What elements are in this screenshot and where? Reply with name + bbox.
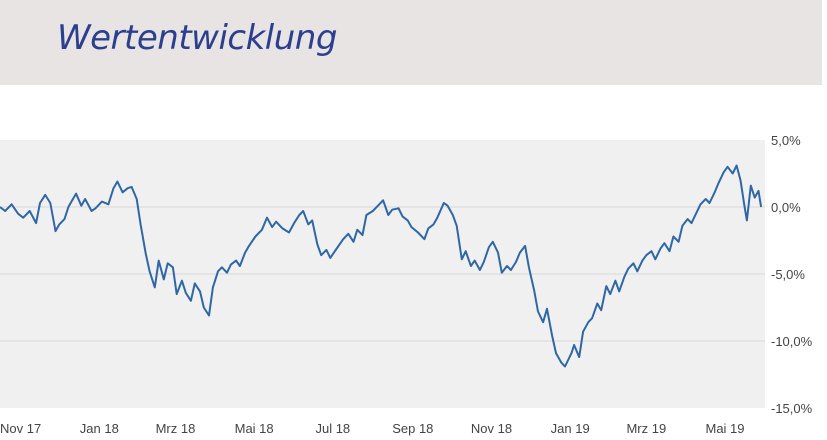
x-tick-label: Sep 18 (392, 421, 433, 436)
x-tick-label: Jan 18 (80, 421, 119, 436)
x-axis-ticks: Nov 17 Jan 18 Mrz 18 Mai 18 Jul 18 Sep 18 Nov … (0, 421, 744, 436)
y-tick-label: 5,0% (771, 133, 801, 148)
series-line (0, 164, 763, 368)
x-tick-label: Mai 19 (705, 421, 744, 436)
x-tick-label: Jul 18 (315, 421, 350, 436)
y-tick-label: -10,0% (771, 334, 813, 349)
y-tick-label: -5,0% (771, 267, 805, 282)
x-tick-label: Mrz 18 (156, 421, 196, 436)
x-tick-label: Mrz 19 (626, 421, 666, 436)
gridlines (0, 206, 765, 342)
page-title: Wertentwicklung (57, 18, 337, 58)
y-tick-label: -15,0% (771, 401, 813, 416)
y-axis-ticks: 5,0% 0,0% -5,0% -10,0% -15,0% (771, 133, 813, 416)
y-tick-label: 0,0% (771, 200, 801, 215)
header-banner: Wertentwicklung (0, 0, 822, 85)
x-tick-label: Mai 18 (235, 421, 274, 436)
x-tick-label: Jan 19 (551, 421, 590, 436)
x-tick-label: Nov 18 (471, 421, 512, 436)
x-tick-label: Nov 17 (0, 421, 41, 436)
